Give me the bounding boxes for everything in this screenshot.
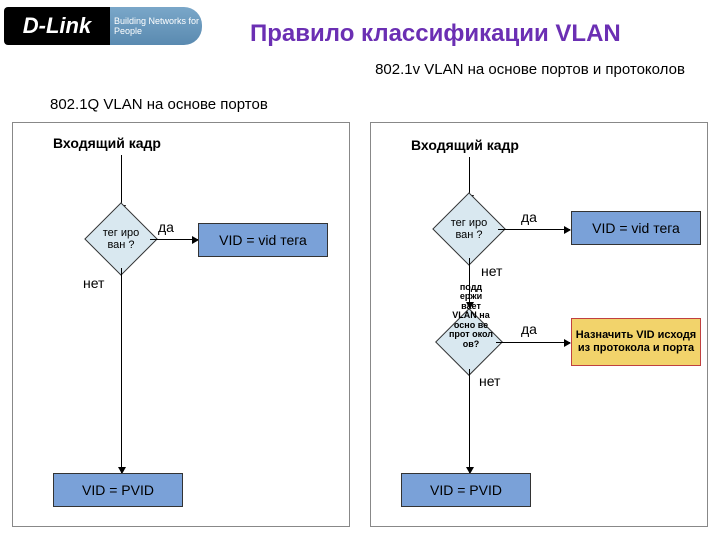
yes1-label: да [521,209,537,225]
decision-tagged: тег иро ван ? [432,192,506,266]
logo-brand: D-Link [4,7,110,45]
subtitle-right: 802.1v VLAN на основе портов и протоколо… [370,60,690,80]
vid-pvid-box: VID = PVID [401,473,531,507]
decision-tagged: тег иро ван ? [84,202,158,276]
vid-pvid-box: VID = PVID [53,473,183,507]
decision-protocol-text: подд ержи вает VLAN на осно ве прот окол… [449,283,493,349]
incoming-label: Входящий кадр [411,137,519,153]
no1-label: нет [481,263,502,279]
yes2-label: да [521,321,537,337]
subtitle-left: 802.1Q VLAN на основе портов [50,96,268,113]
arrow-yes2 [496,342,570,343]
arrow-no [121,268,122,473]
no-label: нет [83,275,104,291]
page-title: Правило классификации VLAN [250,20,621,48]
flowchart-left: Входящий кадр тег иро ван ? да VID = vid… [12,122,350,527]
flowchart-right: Входящий кадр тег иро ван ? да VID = vid… [370,122,708,527]
vid-tag-box: VID = vid тега [198,223,328,257]
vid-tag-box: VID = vid тега [571,211,701,245]
decision-tagged-text: тег иро ван ? [444,204,494,254]
no2-label: нет [479,373,500,389]
yes-label: да [158,219,174,235]
logo: D-Link Building Networks for People [4,4,204,48]
incoming-label: Входящий кадр [53,135,161,151]
arrow-yes [150,239,198,240]
arrow-yes1 [498,229,570,230]
arrow-no2 [469,369,470,473]
decision-tagged-text: тег иро ван ? [96,214,146,264]
assign-vid-box: Назначить VID исходя из протокола и порт… [571,318,701,366]
logo-tagline: Building Networks for People [110,7,202,45]
